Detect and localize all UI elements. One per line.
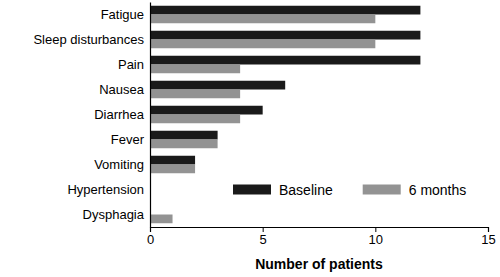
bar: [150, 156, 195, 165]
bar: [150, 6, 420, 15]
legend-label: Baseline: [279, 182, 333, 198]
y-tick-label: Sleep disturbances: [33, 32, 144, 47]
x-tick: 10: [369, 227, 383, 247]
x-axis: 0 5 10 15: [147, 227, 496, 247]
x-tick-label: 0: [147, 232, 154, 247]
y-tick-label: Fever: [111, 132, 145, 147]
bar: [150, 56, 420, 65]
legend-swatch: [233, 185, 271, 195]
y-tick: Fatigue: [101, 7, 150, 22]
plot: 0 5 10 15 Fatigue Sleep disturbances Pain Nause…: [33, 3, 495, 248]
bar: [150, 31, 420, 40]
chart: 0 5 10 15 Fatigue Sleep disturbances Pain Nause…: [0, 0, 500, 277]
y-tick: Pain: [118, 57, 150, 72]
y-tick-label: Diarrhea: [94, 107, 145, 122]
y-tick: Nausea: [99, 82, 150, 97]
legend-item: Baseline: [233, 182, 333, 198]
y-axis: Fatigue Sleep disturbances Pain Nausea Diarr…: [33, 3, 150, 228]
bar: [150, 15, 375, 24]
x-tick: 5: [260, 227, 267, 247]
y-tick: Vomiting: [94, 157, 150, 172]
bar: [150, 131, 218, 140]
legend-label: 6 months: [409, 182, 467, 198]
y-tick-label: Dysphagia: [83, 207, 145, 222]
y-tick: Diarrhea: [94, 107, 150, 122]
y-tick: Fever: [111, 132, 150, 147]
y-tick: Hypertension: [67, 182, 150, 197]
y-axis-line: [150, 3, 151, 228]
y-tick-label: Fatigue: [101, 7, 144, 22]
y-tick-label: Vomiting: [94, 157, 144, 172]
bar: [150, 115, 240, 124]
y-tick-label: Nausea: [99, 82, 145, 97]
bar: [150, 215, 173, 224]
legend-item: 6 months: [363, 182, 467, 198]
bar: [150, 81, 285, 90]
y-tick: Dysphagia: [83, 207, 150, 222]
bar: [150, 40, 375, 49]
x-tick: 15: [481, 227, 495, 247]
y-tick-label: Hypertension: [67, 182, 144, 197]
x-tick-label: 10: [369, 232, 383, 247]
legend-swatch: [363, 185, 401, 195]
bar: [150, 90, 240, 99]
x-tick: 0: [147, 227, 154, 247]
x-tick-label: 15: [481, 232, 495, 247]
x-axis-title: Number of patients: [255, 256, 383, 272]
bar: [150, 106, 263, 115]
x-tick-label: 5: [260, 232, 267, 247]
bars: [150, 6, 420, 224]
bar: [150, 165, 195, 174]
bar: [150, 65, 240, 74]
legend: Baseline 6 months: [233, 182, 466, 198]
y-tick-label: Pain: [118, 57, 144, 72]
y-tick: Sleep disturbances: [33, 32, 150, 47]
bar: [150, 140, 218, 149]
x-axis-line: [151, 228, 489, 233]
